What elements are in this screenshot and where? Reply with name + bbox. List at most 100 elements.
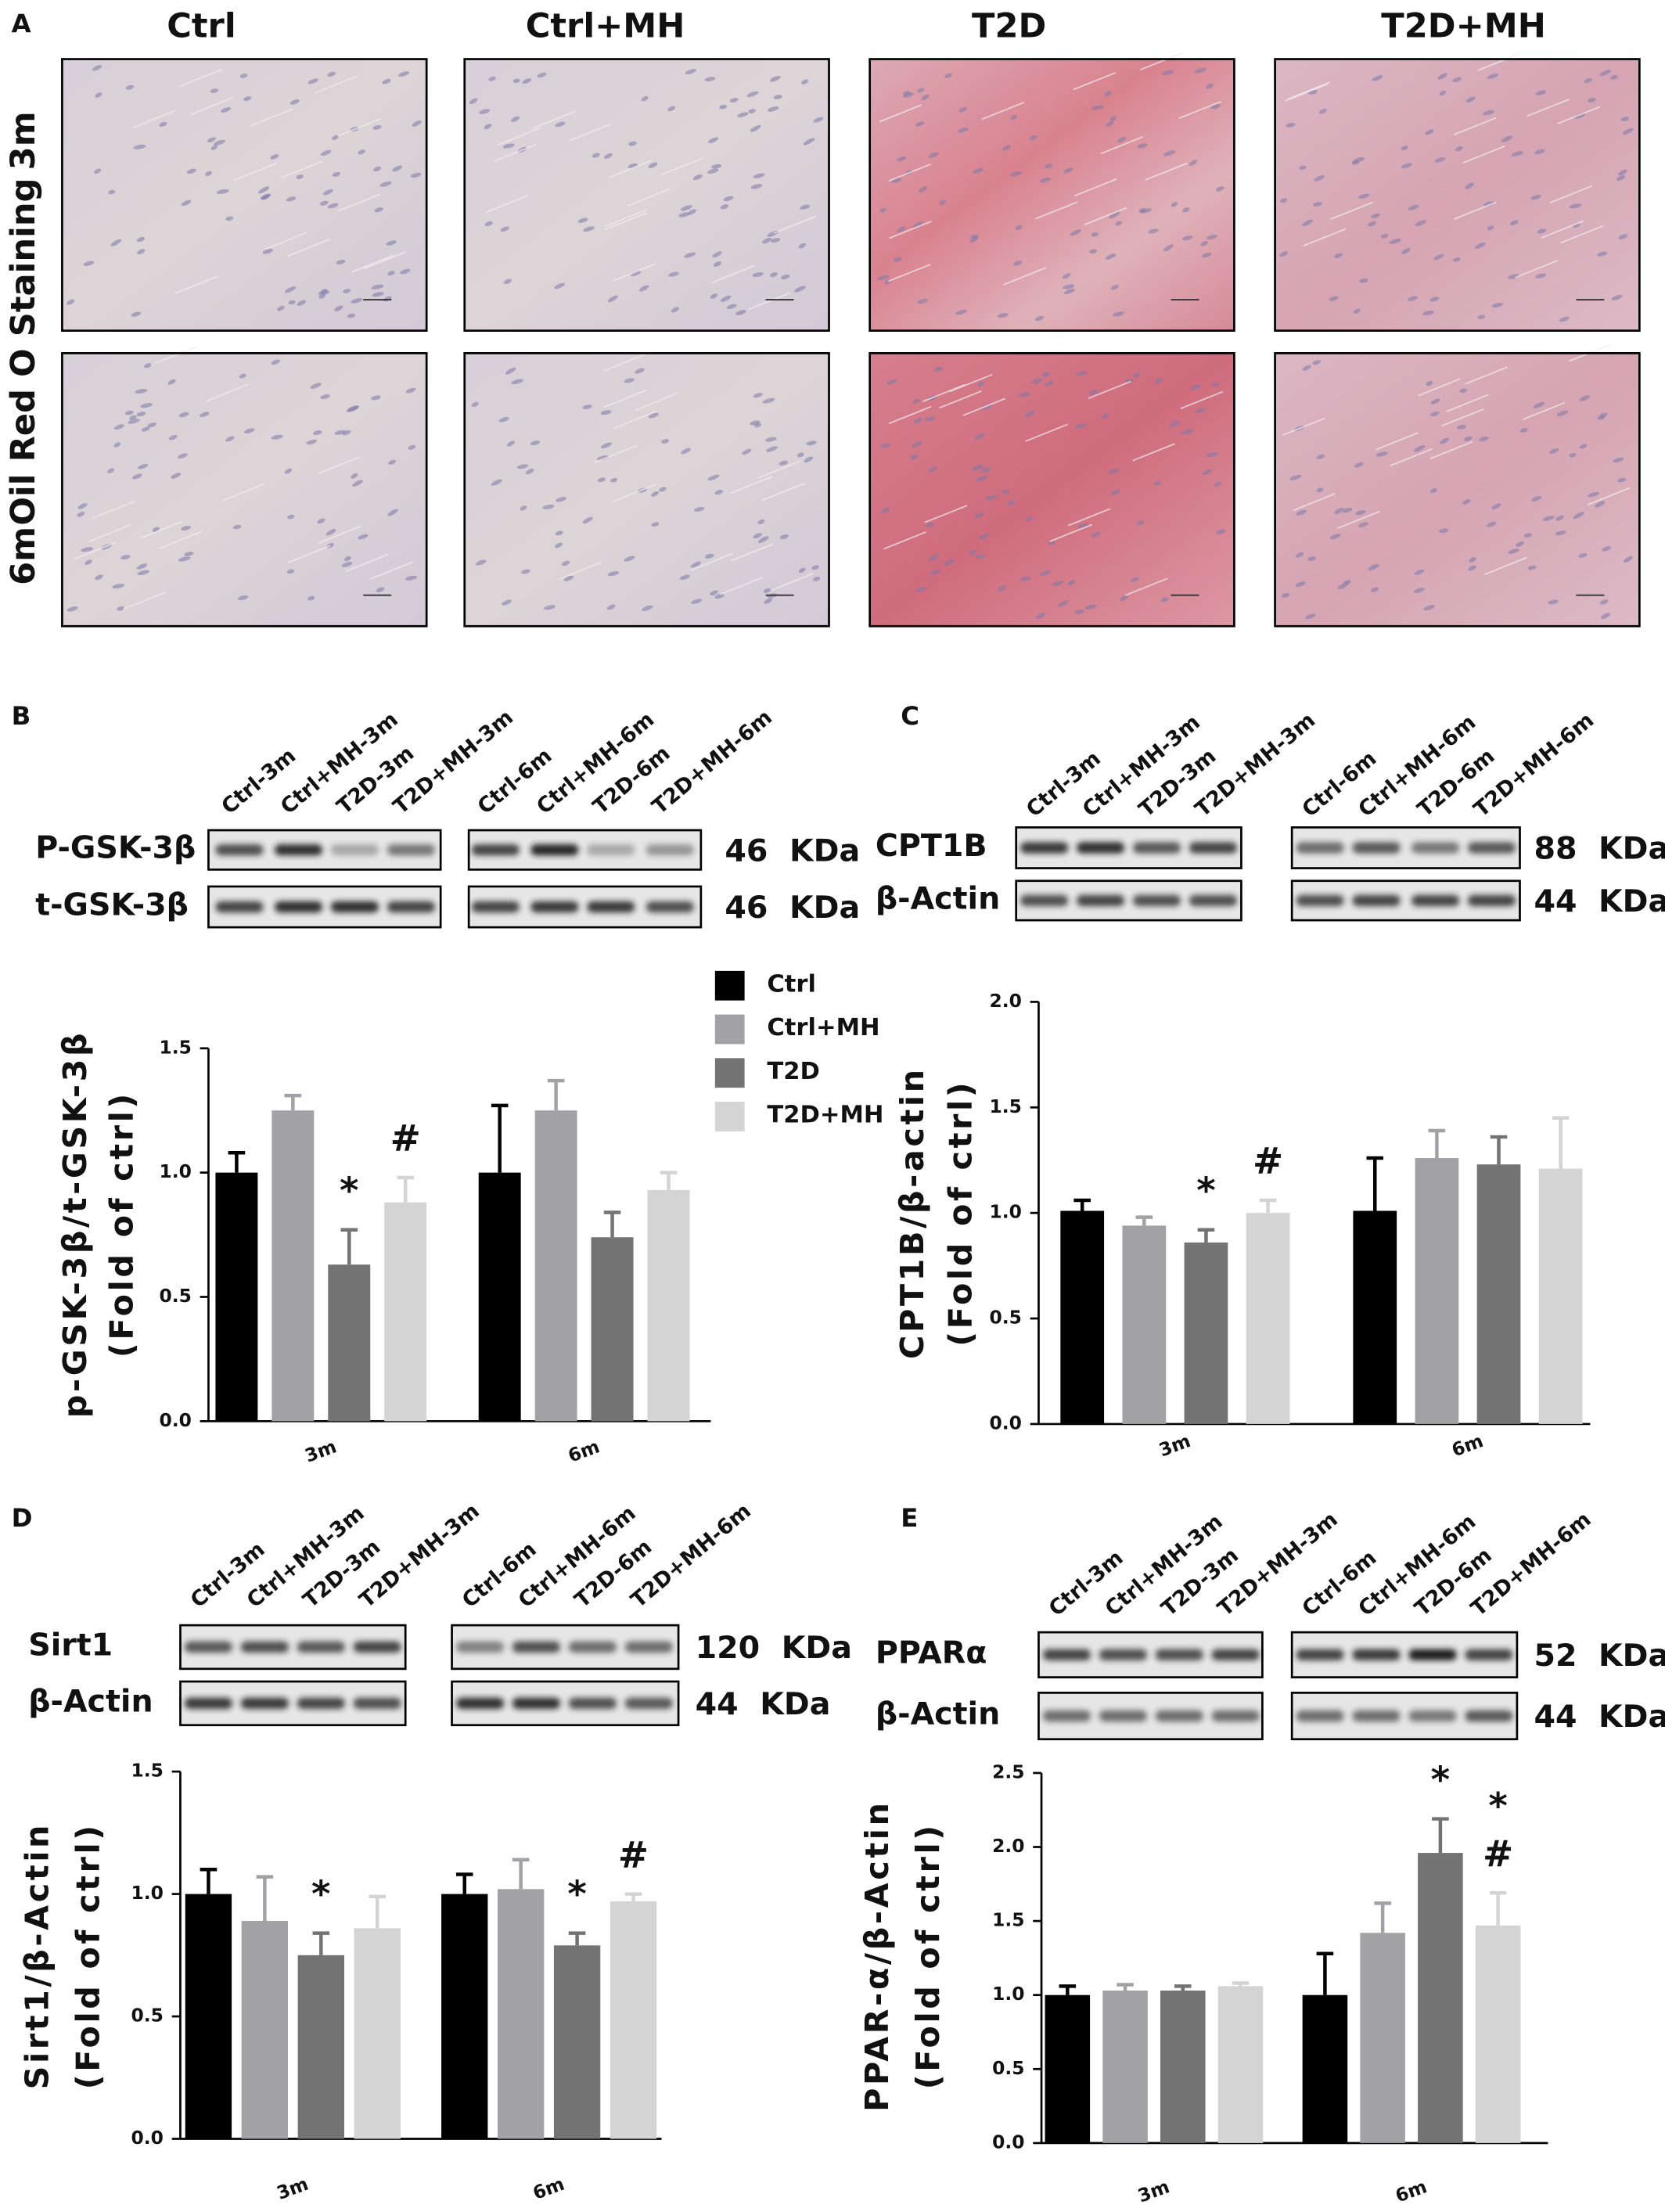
nucleus	[479, 109, 491, 114]
y-tick-label: 0.5	[992, 2057, 1024, 2079]
size-label: 44 KDa	[1534, 1699, 1665, 1735]
fiber	[1067, 508, 1111, 527]
nucleus	[762, 237, 772, 244]
nucleus	[137, 570, 149, 576]
nucleus	[1542, 516, 1555, 521]
legend-swatch	[714, 1058, 745, 1088]
micrograph-frame	[1274, 352, 1641, 628]
nucleus	[125, 85, 135, 90]
nucleus	[83, 261, 95, 266]
bar	[1102, 1991, 1148, 2143]
nucleus	[582, 405, 592, 410]
nucleus	[135, 388, 148, 394]
nucleus	[1034, 315, 1045, 322]
protein-label: PPARα	[876, 1635, 987, 1671]
nucleus	[1045, 380, 1054, 387]
nucleus	[1312, 360, 1321, 365]
nucleus	[1426, 380, 1433, 387]
nucleus	[1430, 411, 1440, 417]
significance-mark: *	[311, 1873, 330, 1915]
nucleus	[1302, 219, 1313, 227]
nucleus	[719, 104, 728, 110]
blot-band	[530, 901, 579, 913]
nucleus	[903, 90, 911, 95]
nucleus	[972, 465, 984, 471]
blot-band	[1296, 1649, 1344, 1661]
nucleus	[707, 168, 719, 174]
blot-band	[1296, 1710, 1344, 1722]
nucleus	[1045, 164, 1053, 169]
fiber	[1140, 52, 1183, 71]
nucleus	[1181, 236, 1193, 241]
panel-label: E	[901, 1503, 918, 1533]
nucleus	[1620, 117, 1629, 122]
nucleus	[1013, 261, 1023, 266]
y-axis-title: PPAR-α/β-Actin	[858, 1800, 896, 2111]
x-tick-label: 6m	[565, 1435, 602, 1466]
nucleus	[1214, 481, 1222, 487]
fiber	[888, 163, 932, 182]
nucleus	[1070, 228, 1081, 236]
nucleus	[1316, 454, 1325, 459]
nucleus	[1064, 288, 1076, 295]
nucleus	[974, 512, 984, 519]
nucleus	[392, 165, 403, 172]
nucleus	[210, 145, 218, 150]
nucleus	[754, 423, 761, 428]
nucleus	[319, 200, 329, 206]
nucleus	[1579, 444, 1588, 449]
fiber	[1527, 99, 1570, 117]
nucleus	[1610, 75, 1618, 80]
nucleus	[684, 252, 696, 258]
nucleus	[1041, 372, 1050, 377]
nucleus	[926, 523, 934, 527]
blot-band	[1155, 1710, 1203, 1722]
micrograph	[868, 52, 1235, 332]
nucleus	[81, 547, 94, 552]
nucleus	[147, 422, 156, 428]
nucleus	[712, 251, 722, 258]
significance-mark: #	[618, 1834, 649, 1876]
nucleus	[1457, 424, 1467, 430]
nucleus	[1201, 252, 1212, 258]
nucleus	[1468, 565, 1476, 571]
nucleus	[1110, 489, 1120, 495]
fiber	[234, 162, 277, 182]
nucleus	[1594, 501, 1606, 508]
nucleus	[1537, 228, 1547, 234]
nucleus	[1057, 599, 1069, 607]
nucleus	[1601, 613, 1611, 620]
nucleus	[471, 401, 479, 408]
bar	[1302, 1994, 1348, 2143]
nucleus	[376, 587, 385, 592]
fiber	[178, 69, 222, 88]
nucleus	[944, 73, 952, 78]
blot-band	[1467, 894, 1516, 907]
nucleus	[1299, 165, 1307, 171]
nucleus	[769, 272, 778, 278]
fiber	[287, 239, 330, 257]
protein-label: Sirt1	[28, 1627, 113, 1663]
bar	[1476, 1164, 1521, 1424]
nucleus	[1423, 605, 1436, 611]
nucleus	[325, 529, 336, 536]
nucleus	[307, 595, 315, 601]
nucleus	[1334, 253, 1343, 259]
nucleus	[1286, 122, 1296, 128]
nucleus	[1091, 105, 1104, 110]
fiber	[74, 541, 117, 560]
nucleus	[181, 525, 192, 531]
y-tick-label: 1.5	[989, 1095, 1021, 1117]
blot-band	[1296, 894, 1344, 907]
nucleus	[583, 226, 595, 232]
significance-mark: #	[1483, 1833, 1513, 1876]
nucleus	[752, 272, 764, 277]
fiber	[287, 545, 331, 563]
nucleus	[685, 69, 696, 74]
nucleus	[296, 174, 304, 179]
nucleus	[781, 274, 790, 279]
nucleus	[1302, 365, 1311, 371]
nucleus	[133, 144, 146, 149]
nucleus	[893, 257, 902, 262]
fiber	[761, 482, 805, 502]
